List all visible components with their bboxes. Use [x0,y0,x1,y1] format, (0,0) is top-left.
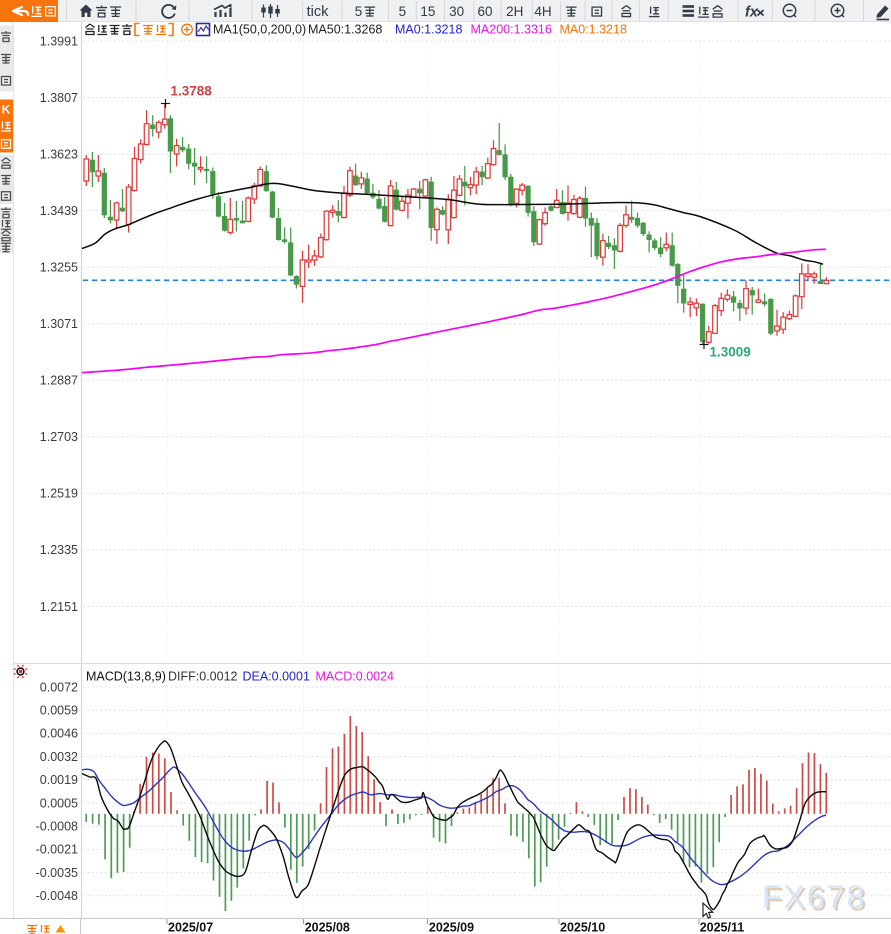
svg-text:2025/08: 2025/08 [305,921,350,934]
svg-text:K: K [2,102,11,116]
svg-text:0.0005: 0.0005 [40,796,78,810]
svg-text:1.3807: 1.3807 [40,91,78,105]
svg-text:2025/07: 2025/07 [168,921,213,934]
svg-text:1.3788: 1.3788 [171,84,213,99]
svg-text:DIFF:0.0012: DIFF:0.0012 [168,670,238,684]
svg-text:30: 30 [449,4,464,19]
svg-text:FX678: FX678 [762,879,866,915]
svg-text:-0.0021: -0.0021 [36,843,78,857]
svg-text:1.2519: 1.2519 [40,487,78,501]
svg-text:4H: 4H [534,4,551,19]
svg-text:1.3071: 1.3071 [40,317,78,331]
svg-text:1.3439: 1.3439 [40,204,78,218]
svg-text:-0.0035: -0.0035 [36,866,78,880]
svg-text:-0.0008: -0.0008 [36,820,78,834]
svg-text:-0.0048: -0.0048 [36,889,78,903]
svg-text:1.2887: 1.2887 [40,374,78,388]
svg-text:1.3991: 1.3991 [40,34,78,48]
svg-text:MACD:0.0024: MACD:0.0024 [316,670,395,684]
svg-text:60: 60 [477,4,492,19]
svg-text:DEA:0.0001: DEA:0.0001 [243,670,310,684]
svg-text:fx: fx [745,5,759,21]
svg-text:0.0032: 0.0032 [40,750,78,764]
svg-text:MA0:1.3218: MA0:1.3218 [560,23,627,37]
svg-text:MA50:1.3268: MA50:1.3268 [308,23,382,37]
svg-text:MA1(50,0,200,0): MA1(50,0,200,0) [213,23,306,37]
svg-text:0.0046: 0.0046 [40,727,78,741]
svg-text:1.2703: 1.2703 [40,430,78,444]
svg-text:1.3623: 1.3623 [40,147,78,161]
svg-text:0.0059: 0.0059 [40,704,78,718]
svg-text:5: 5 [399,4,407,19]
svg-text:2H: 2H [506,4,523,19]
svg-text:0.0072: 0.0072 [40,680,78,694]
svg-text:5: 5 [355,4,363,19]
svg-text:1.2335: 1.2335 [40,543,78,557]
svg-text:2025/09: 2025/09 [429,921,474,934]
svg-text:tick: tick [307,4,330,20]
svg-text:1.2151: 1.2151 [40,600,78,614]
svg-text:MA200:1.3316: MA200:1.3316 [471,23,552,37]
svg-text:1.3255: 1.3255 [40,261,78,275]
svg-text:1.3009: 1.3009 [710,345,751,360]
svg-text:15: 15 [420,4,435,19]
svg-text:MA0:1.3218: MA0:1.3218 [395,23,462,37]
svg-text:MACD(13,8,9): MACD(13,8,9) [86,670,166,684]
svg-text:2025/11: 2025/11 [700,921,745,934]
svg-text:2025/10: 2025/10 [560,921,605,934]
svg-text:FX678: FX678 [764,881,868,917]
svg-text:0.0019: 0.0019 [40,773,78,787]
